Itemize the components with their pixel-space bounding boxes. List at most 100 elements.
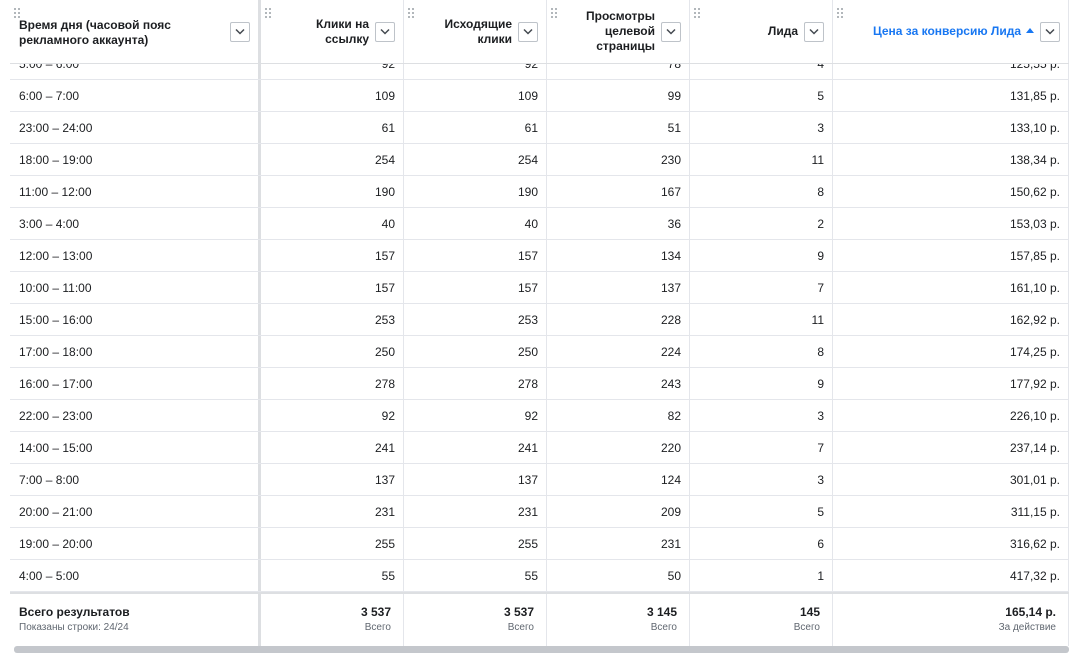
table-row: 7:00 – 8:00 137 137 124 3 301,01 р. xyxy=(10,464,1069,496)
cell-outbound-clicks: 157 xyxy=(404,272,547,303)
cell-outbound-clicks: 190 xyxy=(404,176,547,207)
cell-link-clicks: 137 xyxy=(261,464,404,495)
column-header-label-line: целевой xyxy=(604,24,655,38)
column-header-link-clicks[interactable]: Клики на ссылку xyxy=(261,0,404,63)
chevron-down-icon xyxy=(380,28,390,35)
rows-shown-count: Показаны строки: 24/24 xyxy=(19,622,129,633)
column-header-cost-per-lead[interactable]: Цена за конверсию Лида xyxy=(833,0,1069,63)
column-header-label-line: клики xyxy=(477,31,512,46)
cell-leads: 3 xyxy=(690,464,833,495)
table-row: 22:00 – 23:00 92 92 82 3 226,10 р. xyxy=(10,400,1069,432)
cell-outbound-clicks: 231 xyxy=(404,496,547,527)
total-label: За действие xyxy=(998,622,1056,633)
total-label: Всего xyxy=(364,622,391,633)
cell-link-clicks: 190 xyxy=(261,176,404,207)
column-header-leads[interactable]: Лида xyxy=(690,0,833,63)
cell-cost-per-lead: 301,01 р. xyxy=(833,464,1069,495)
column-header-time-of-day[interactable]: Время дня (часовой пояс рекламного аккаун… xyxy=(10,0,261,63)
table-body: 5:00 – 6:009292784125,55 р.6:00 – 7:0010… xyxy=(10,48,1069,592)
table-row: 11:00 – 12:00 190 190 167 8 150,62 р. xyxy=(10,176,1069,208)
sort-ascending-icon xyxy=(1026,28,1034,33)
cell-landing-page-views: 36 xyxy=(547,208,690,239)
cell-landing-page-views: 137 xyxy=(547,272,690,303)
column-menu-button[interactable] xyxy=(375,21,395,42)
cell-time-of-day: 15:00 – 16:00 xyxy=(10,304,261,335)
chevron-down-icon xyxy=(1045,28,1055,35)
column-menu-button[interactable] xyxy=(1040,21,1060,42)
cell-landing-page-views: 51 xyxy=(547,112,690,143)
column-header-label-line: Время дня (часовой пояс xyxy=(19,17,171,32)
cell-time-of-day: 7:00 – 8:00 xyxy=(10,464,261,495)
cell-landing-page-views: 99 xyxy=(547,80,690,111)
drag-handle-icon[interactable] xyxy=(551,8,559,18)
cell-leads: 9 xyxy=(690,240,833,271)
drag-handle-icon[interactable] xyxy=(408,8,416,18)
cell-time-of-day: 20:00 – 21:00 xyxy=(10,496,261,527)
cell-leads: 8 xyxy=(690,176,833,207)
cell-time-of-day: 4:00 – 5:00 xyxy=(10,560,261,591)
column-header-label: Время дня (часовой пояс рекламного аккаун… xyxy=(10,16,224,48)
total-value: 3 537 xyxy=(503,605,534,619)
cell-outbound-clicks: 137 xyxy=(404,464,547,495)
chevron-down-icon xyxy=(809,28,819,35)
cell-landing-page-views: 228 xyxy=(547,304,690,335)
cell-landing-page-views: 167 xyxy=(547,176,690,207)
horizontal-scrollbar[interactable] xyxy=(14,646,1069,653)
cell-link-clicks: 278 xyxy=(261,368,404,399)
column-header-label-line: Просмотры xyxy=(585,9,655,23)
column-menu-button[interactable] xyxy=(661,21,681,42)
column-header-outbound-clicks[interactable]: Исходящие клики xyxy=(404,0,547,63)
cell-cost-per-lead: 157,85 р. xyxy=(833,240,1069,271)
cell-link-clicks: 250 xyxy=(261,336,404,367)
cell-time-of-day: 17:00 – 18:00 xyxy=(10,336,261,367)
column-header-label: Лида xyxy=(768,24,798,39)
cell-outbound-clicks: 241 xyxy=(404,432,547,463)
cell-landing-page-views: 124 xyxy=(547,464,690,495)
cell-link-clicks: 241 xyxy=(261,432,404,463)
column-menu-button[interactable] xyxy=(518,21,538,42)
cell-outbound-clicks: 92 xyxy=(404,400,547,431)
drag-handle-icon[interactable] xyxy=(694,8,702,18)
cell-landing-page-views: 82 xyxy=(547,400,690,431)
cell-leads: 7 xyxy=(690,272,833,303)
chevron-down-icon xyxy=(235,28,245,35)
cell-link-clicks: 253 xyxy=(261,304,404,335)
cell-cost-per-lead: 311,15 р. xyxy=(833,496,1069,527)
cell-outbound-clicks: 55 xyxy=(404,560,547,591)
table-row: 15:00 – 16:00 253 253 228 11 162,92 р. xyxy=(10,304,1069,336)
column-header-label-line: Клики на xyxy=(316,16,369,31)
footer-summary: Всего результатов Показаны строки: 24/24 xyxy=(10,594,261,646)
drag-handle-icon[interactable] xyxy=(14,8,22,18)
column-header-landing-page-views[interactable]: Просмотры целевой страницы xyxy=(547,0,690,63)
cell-link-clicks: 92 xyxy=(261,400,404,431)
column-header-label: Цена за конверсию Лида xyxy=(873,24,1034,39)
cell-time-of-day: 22:00 – 23:00 xyxy=(10,400,261,431)
cell-leads: 3 xyxy=(690,400,833,431)
cell-link-clicks: 255 xyxy=(261,528,404,559)
cell-landing-page-views: 220 xyxy=(547,432,690,463)
left-gutter xyxy=(0,0,10,655)
cell-cost-per-lead: 133,10 р. xyxy=(833,112,1069,143)
column-header-label-line: ссылку xyxy=(325,31,369,46)
cell-cost-per-lead: 174,25 р. xyxy=(833,336,1069,367)
footer-total-link-clicks: 3 537 Всего xyxy=(261,594,404,646)
column-menu-button[interactable] xyxy=(804,21,824,42)
cell-landing-page-views: 243 xyxy=(547,368,690,399)
table-row: 14:00 – 15:00 241 241 220 7 237,14 р. xyxy=(10,432,1069,464)
cell-outbound-clicks: 61 xyxy=(404,112,547,143)
column-menu-button[interactable] xyxy=(230,21,250,42)
cell-cost-per-lead: 153,03 р. xyxy=(833,208,1069,239)
column-header-label-line: Лида xyxy=(767,24,798,38)
table-row: 4:00 – 5:00 55 55 50 1 417,32 р. xyxy=(10,560,1069,592)
cell-leads: 8 xyxy=(690,336,833,367)
cell-time-of-day: 12:00 – 13:00 xyxy=(10,240,261,271)
cell-link-clicks: 231 xyxy=(261,496,404,527)
cell-leads: 5 xyxy=(690,80,833,111)
cell-cost-per-lead: 131,85 р. xyxy=(833,80,1069,111)
cell-leads: 6 xyxy=(690,528,833,559)
cell-link-clicks: 40 xyxy=(261,208,404,239)
drag-handle-icon[interactable] xyxy=(837,8,845,18)
drag-handle-icon[interactable] xyxy=(265,8,273,18)
footer-total-cost-per-lead: 165,14 р. За действие xyxy=(833,594,1069,646)
cell-link-clicks: 109 xyxy=(261,80,404,111)
